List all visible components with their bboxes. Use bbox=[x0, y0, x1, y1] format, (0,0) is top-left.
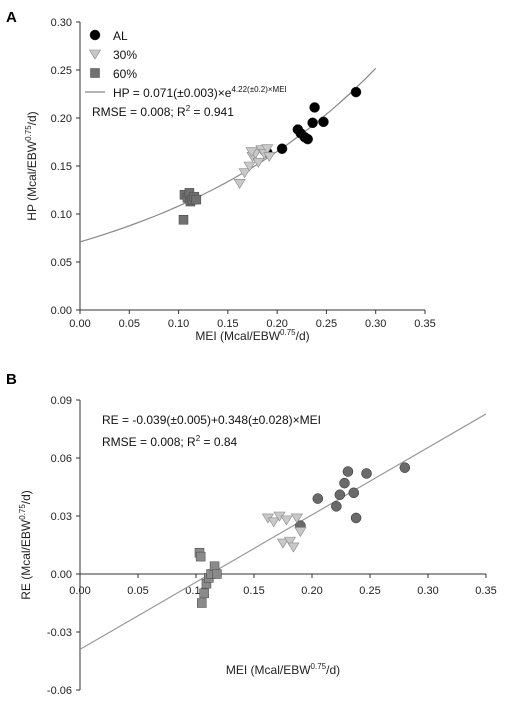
x-tick-label: 0.05 bbox=[119, 318, 140, 330]
panel-b: B 0.00 0.05 0.10 0.15 0.20 0.25 0.30 0.35-0.06-… bbox=[6, 371, 497, 697]
point-al bbox=[276, 143, 288, 154]
x-axis-title: MEI (Mcal/EBW0.75/d) bbox=[195, 328, 309, 343]
point-30pct bbox=[290, 513, 303, 524]
x-tick-label: 0.15 bbox=[217, 318, 238, 330]
panel-a: A 0.00 0.05 0.10 0.15 0.20 0.25 0.30 0.35 0.00 0.… bbox=[6, 9, 436, 343]
fit-stats: RMSE = 0.008; R2 = 0.84 bbox=[102, 434, 238, 449]
fit-curve bbox=[79, 67, 377, 243]
y-tick-label: 0.09 bbox=[51, 395, 72, 407]
panel-b-label: B bbox=[6, 371, 17, 388]
point-al bbox=[318, 116, 329, 128]
y-tick-label: 0.00 bbox=[51, 569, 72, 581]
y-axis-title: RE (Mcal/EBW0.75/d) bbox=[18, 490, 33, 600]
point-al bbox=[331, 501, 342, 512]
fit-line bbox=[79, 413, 487, 650]
point-60pct bbox=[191, 194, 202, 205]
point-al bbox=[309, 102, 320, 113]
point-al bbox=[350, 512, 362, 524]
y-tick-label: 0.00 bbox=[51, 305, 72, 317]
point-al bbox=[302, 133, 313, 145]
x-tick-label: 0.15 bbox=[243, 585, 264, 597]
point-60pct bbox=[178, 215, 189, 225]
x-tick-label: 0.35 bbox=[475, 585, 496, 597]
x-axis-title: MEI (Mcal/EBW0.75/d) bbox=[226, 662, 340, 677]
y-tick-label: 0.15 bbox=[51, 161, 72, 173]
fit-equation: RE = -0.039(±0.005)+0.348(±0.028)×MEI bbox=[102, 413, 321, 427]
legend-label: 30% bbox=[113, 48, 137, 62]
point-al bbox=[350, 86, 362, 98]
y-axis-title: HP (Mcal/EBW0.75/d) bbox=[24, 111, 39, 220]
x-tick-label: 0.00 bbox=[69, 585, 90, 597]
point-al bbox=[399, 462, 411, 473]
point-al bbox=[339, 477, 350, 489]
legend-marker-al bbox=[89, 29, 101, 41]
point-30pct bbox=[287, 542, 300, 553]
point-al bbox=[334, 489, 346, 500]
x-tick-label: 0.35 bbox=[414, 318, 435, 330]
fit-stats: RMSE = 0.008; R2 = 0.941 bbox=[92, 104, 234, 119]
y-tick-label: -0.03 bbox=[47, 627, 72, 639]
y-tick-label: 0.03 bbox=[51, 511, 72, 523]
point-60pct bbox=[212, 569, 222, 579]
y-tick-label: 0.10 bbox=[51, 209, 72, 221]
y-tick-label: 0.05 bbox=[51, 257, 72, 269]
y-tick-label: 0.20 bbox=[51, 113, 72, 125]
x-tick-label: 0.05 bbox=[127, 585, 148, 597]
panel-a-label: A bbox=[6, 9, 17, 26]
point-60pct bbox=[199, 588, 209, 599]
point-60pct bbox=[197, 598, 207, 608]
point-al bbox=[348, 487, 360, 499]
point-30pct bbox=[263, 152, 276, 162]
x-tick-label: 0.20 bbox=[301, 585, 322, 597]
point-60pct bbox=[195, 551, 206, 562]
y-tick-label: 0.30 bbox=[51, 17, 72, 29]
x-tick-label: 0.10 bbox=[168, 318, 189, 330]
point-30pct bbox=[283, 536, 296, 547]
point-30pct bbox=[238, 168, 251, 179]
point-30pct bbox=[252, 157, 265, 168]
point-30pct bbox=[233, 178, 246, 189]
point-30pct bbox=[276, 538, 290, 549]
point-30pct bbox=[243, 161, 256, 172]
x-tick-label: 0.30 bbox=[417, 585, 438, 597]
y-tick-label: -0.06 bbox=[47, 685, 72, 697]
point-al bbox=[342, 466, 354, 477]
point-30pct bbox=[294, 527, 307, 538]
point-al bbox=[312, 493, 324, 504]
legend-label: 60% bbox=[113, 67, 137, 81]
point-30pct bbox=[261, 144, 274, 155]
legend-fit-label: HP = 0.071(±0.003)×e4.22(±0.2)×MEI bbox=[113, 85, 287, 100]
x-tick-label: 0.25 bbox=[359, 585, 380, 597]
point-al bbox=[307, 117, 318, 129]
point-30pct bbox=[245, 147, 258, 158]
legend-label: AL bbox=[113, 29, 128, 43]
x-tick-label: 0.00 bbox=[69, 318, 90, 330]
x-tick-label: 0.25 bbox=[316, 318, 337, 330]
y-tick-label: 0.06 bbox=[51, 453, 72, 465]
point-30pct bbox=[267, 517, 280, 528]
point-30pct bbox=[280, 515, 293, 526]
legend-marker-30pct bbox=[88, 49, 102, 60]
x-tick-label: 0.30 bbox=[365, 318, 386, 330]
y-tick-label: 0.25 bbox=[51, 65, 72, 77]
legend-marker-60pct bbox=[90, 68, 100, 78]
point-al bbox=[361, 468, 372, 479]
x-tick-label: 0.20 bbox=[266, 318, 287, 330]
